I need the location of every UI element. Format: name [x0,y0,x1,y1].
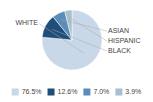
annotations: WHITE BLACK ASIAN HISPANIC [15,18,140,54]
leader-line [39,24,84,54]
legend-swatch [83,89,90,96]
legend-item: 12.6% [48,88,78,96]
slice-label: BLACK [108,47,131,54]
slice [53,11,72,40]
legend-swatch [12,89,19,96]
legend-label: 7.0% [93,88,109,95]
legend: 76.5% 12.6% 7.0% 3.9% [12,88,142,96]
slice-label: WHITE [15,19,38,26]
pie [42,10,102,70]
legend-item: 3.9% [115,88,141,96]
chart: WHITE BLACK ASIAN HISPANIC 76.5% 12.6% 7.0% 3.9… [0,0,153,102]
leader-line [52,29,107,51]
legend-label: 12.6% [58,88,78,95]
legend-label: 3.9% [125,88,141,95]
legend-swatch [48,89,55,96]
leader-line [69,18,107,41]
legend-label: 76.5% [22,88,42,95]
legend-swatch [115,89,122,96]
slice [42,10,102,70]
slice-label: HISPANIC [108,37,141,44]
legend-item: 7.0% [83,88,109,96]
slice-label: ASIAN [108,27,129,34]
slice [65,10,72,40]
leader-line [62,20,107,31]
legend-item: 76.5% [12,88,42,96]
